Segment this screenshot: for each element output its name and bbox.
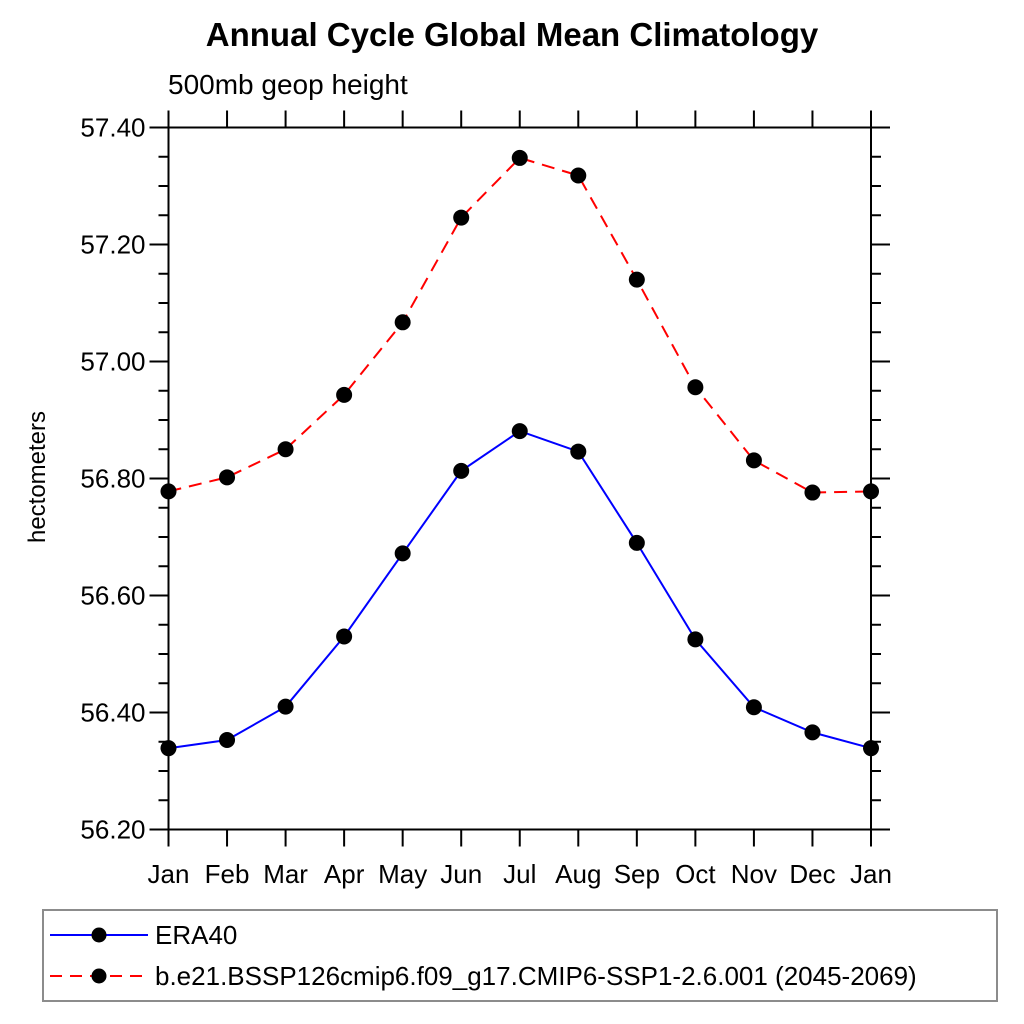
data-point-marker (277, 441, 294, 458)
y-tick-label: 56.40 (80, 698, 145, 728)
x-tick-label: Jan (850, 859, 892, 889)
x-tick-label: Oct (675, 859, 716, 889)
x-tick-label: Jan (148, 859, 190, 889)
data-point-marker (219, 469, 236, 486)
x-tick-label: Mar (263, 859, 308, 889)
data-point-marker (804, 724, 821, 741)
data-point-marker (336, 386, 353, 403)
y-tick-label: 56.80 (80, 464, 145, 494)
legend-label-model: b.e21.BSSP126cmip6.f09_g17.CMIP6-SSP1-2.… (155, 960, 917, 991)
data-point-marker (160, 740, 177, 757)
legend-line-sample-model (50, 968, 148, 984)
legend-label-era40: ERA40 (155, 919, 238, 950)
data-point-marker (628, 534, 645, 551)
x-tick-label: May (378, 859, 427, 889)
data-point-marker (336, 628, 353, 645)
series-line (168, 429, 872, 750)
data-point-marker (570, 443, 587, 460)
x-tick-label: Apr (324, 859, 365, 889)
y-tick-label: 56.60 (80, 581, 145, 611)
data-point-marker (863, 740, 879, 757)
data-point-marker (570, 167, 587, 184)
data-point-marker (453, 462, 470, 479)
data-point-marker (219, 731, 236, 748)
legend-sample-marker (91, 968, 107, 984)
legend-sample-marker (91, 927, 107, 943)
data-point-marker (687, 379, 704, 396)
series-line (168, 156, 872, 494)
x-tick-label: Nov (731, 859, 777, 889)
x-tick-label: Feb (205, 859, 250, 889)
data-point-marker (160, 483, 177, 500)
data-point-marker (394, 314, 411, 331)
data-point-marker (394, 545, 411, 562)
x-tick-label: Dec (789, 859, 835, 889)
data-point-marker (863, 483, 879, 500)
data-point-marker (277, 698, 294, 715)
data-point-marker (628, 271, 645, 288)
data-point-marker (745, 699, 762, 716)
data-point-marker (511, 423, 528, 440)
y-tick-label: 57.20 (80, 230, 145, 260)
data-point-marker (687, 631, 704, 648)
x-tick-label: Jun (440, 859, 482, 889)
x-tick-label: Jul (503, 859, 536, 889)
data-point-marker (511, 149, 528, 166)
x-tick-label: Sep (614, 859, 660, 889)
data-point-marker (453, 209, 470, 226)
chart-subtitle: 500mb geop height (168, 69, 408, 100)
y-tick-label: 56.20 (80, 815, 145, 845)
data-point-marker (804, 484, 821, 501)
data-point-marker (745, 452, 762, 469)
chart-title: Annual Cycle Global Mean Climatology (205, 16, 819, 53)
plot-frame (167, 126, 872, 831)
y-tick-label: 57.00 (80, 347, 145, 377)
legend-item-model: b.e21.BSSP126cmip6.f09_g17.CMIP6-SSP1-2.… (48, 956, 996, 997)
legend-item-era40: ERA40 (48, 915, 996, 956)
y-tick-label: 57.40 (80, 113, 145, 143)
legend-box: ERA40 b.e21.BSSP126cmip6.f09_g17.CMIP6-S… (42, 909, 998, 1002)
x-tick-label: Aug (555, 859, 601, 889)
legend-line-sample-era40 (50, 927, 148, 943)
